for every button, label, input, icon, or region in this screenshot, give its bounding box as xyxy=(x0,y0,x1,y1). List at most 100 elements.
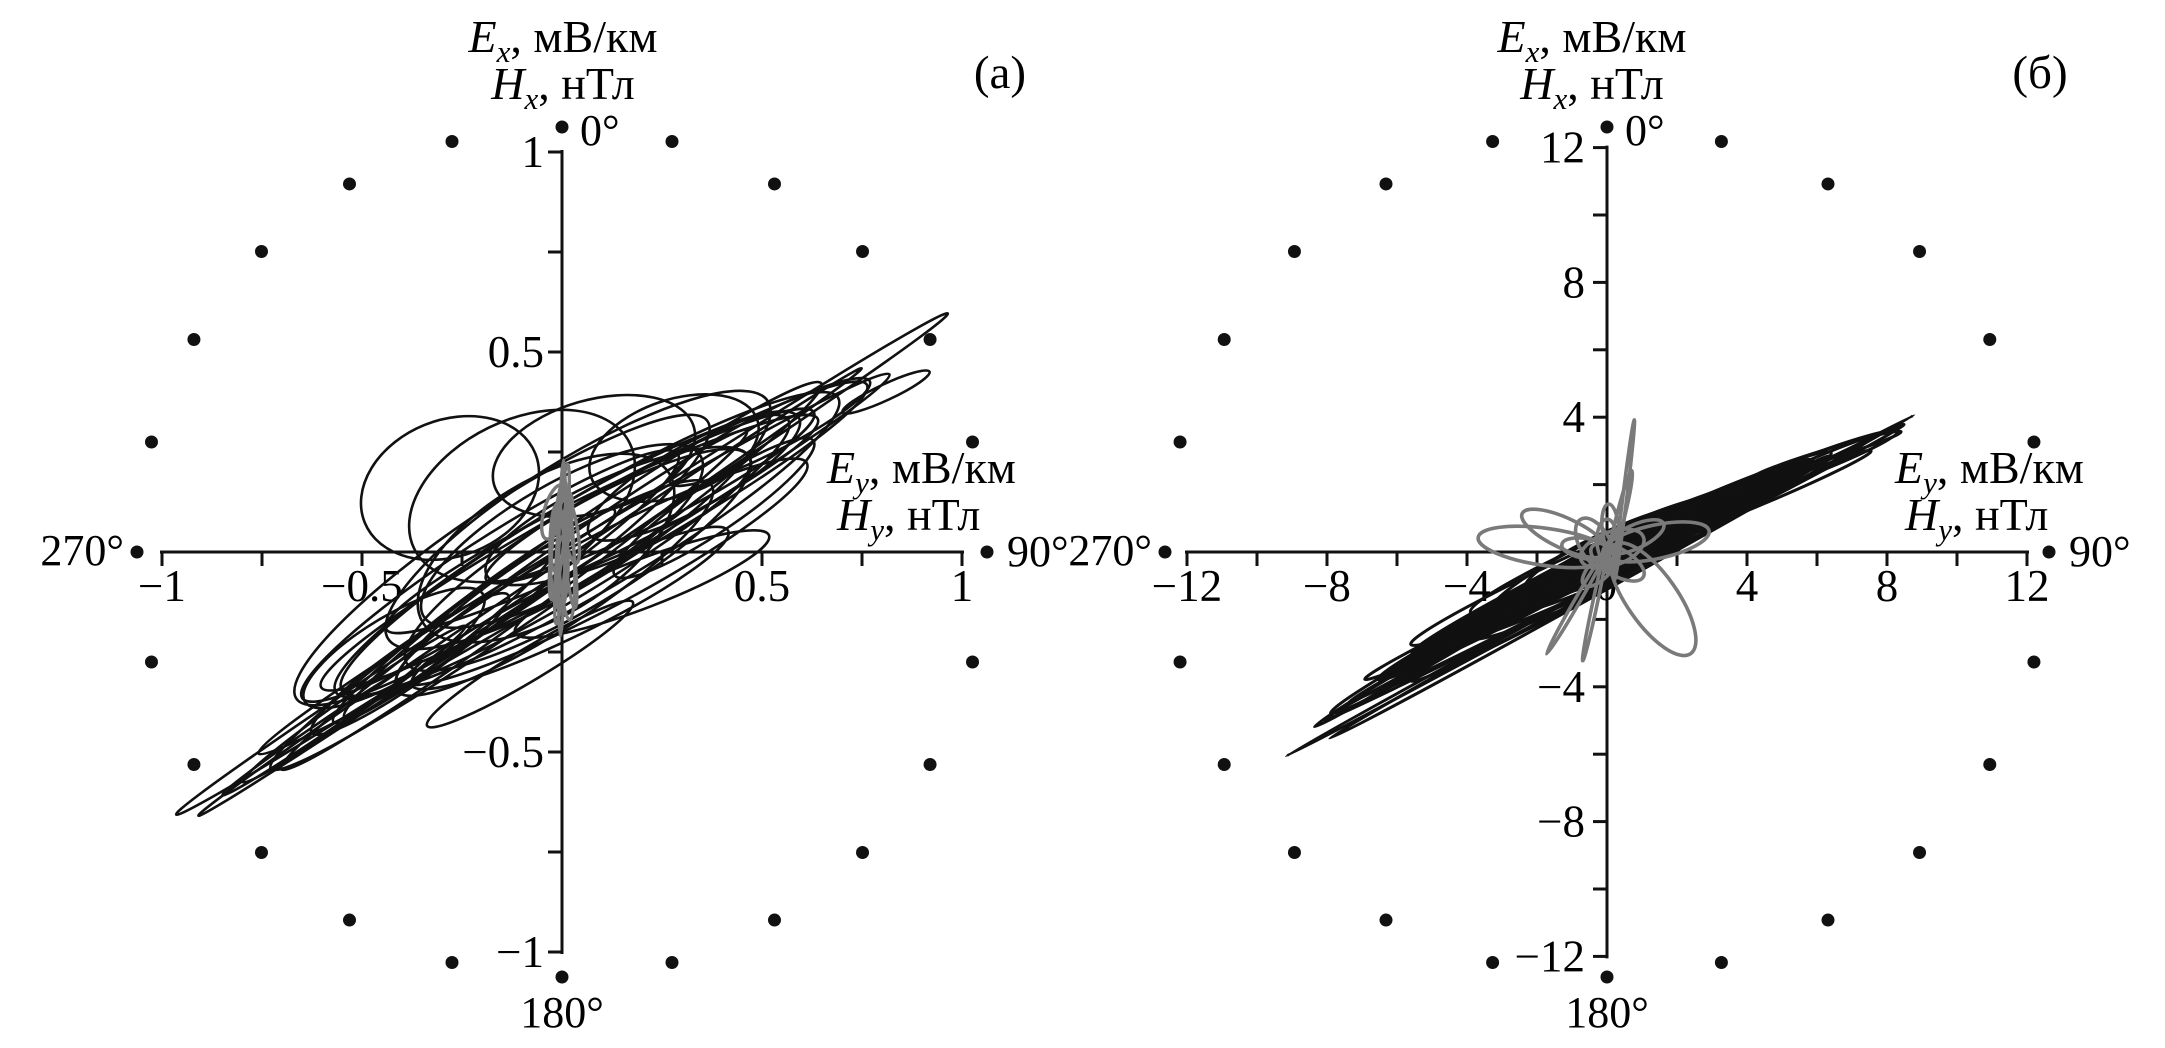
direction-dot xyxy=(2027,655,2041,669)
direction-dot xyxy=(1913,846,1927,860)
direction-dot xyxy=(1913,244,1927,258)
direction-dot-ring xyxy=(1158,120,2056,984)
direction-dot xyxy=(856,244,870,258)
x-tick-label: 1 xyxy=(951,561,974,611)
axis-title-hx: Hx, нТл xyxy=(490,58,634,116)
axis-title-ex: Ex, мВ/км xyxy=(468,11,658,69)
H-hodograph xyxy=(539,458,582,638)
direction-dot xyxy=(1714,956,1728,970)
direction-dot xyxy=(1600,970,1614,984)
degree-label-0: 0° xyxy=(1625,106,1665,155)
direction-dot xyxy=(1158,545,1172,559)
degree-label-0: 0° xyxy=(580,106,620,155)
hodograph-loop xyxy=(841,369,931,415)
direction-dot xyxy=(980,545,994,559)
axis-title-ey: Ey, мВ/км xyxy=(1894,442,2084,500)
y-tick-label: −8 xyxy=(1537,797,1585,847)
direction-dot xyxy=(1217,333,1231,346)
direction-dot xyxy=(343,913,356,927)
hodograph-loop xyxy=(1752,429,1903,479)
axis-title-hy: Hy, нТл xyxy=(836,489,980,547)
x-tick-label: −4 xyxy=(1443,561,1491,611)
direction-dot xyxy=(1379,913,1393,927)
direction-dot xyxy=(2027,435,2041,449)
panel-b: −12 −8 −4 4 8 121284−4−8−1200°90°180°270°Ex, … xyxy=(1068,11,2130,1037)
direction-dot xyxy=(1217,758,1231,771)
hodograph-loop xyxy=(293,413,711,707)
y-tick-label: 12 xyxy=(1540,123,1585,173)
direction-dot xyxy=(1821,913,1835,927)
x-tick-label: 12 xyxy=(2005,561,2050,611)
degree-label-180: 180° xyxy=(1565,988,1649,1037)
direction-dot xyxy=(1287,846,1301,860)
x-tick-label: −1 xyxy=(138,561,186,611)
y-tick-label: 1 xyxy=(522,127,545,177)
y-tick-label: −4 xyxy=(1537,662,1585,712)
y-tick-label: −0.5 xyxy=(462,727,544,777)
direction-dot xyxy=(1714,134,1728,148)
hodograph-loop xyxy=(548,502,568,610)
y-tick-label: −1 xyxy=(496,927,544,977)
hodograph-loop xyxy=(513,529,771,639)
hodograph-loop xyxy=(395,457,809,687)
y-tick-label: 8 xyxy=(1563,257,1586,307)
hodograph-loop xyxy=(1580,549,1620,589)
degree-label-270: 270° xyxy=(40,526,124,575)
direction-dot xyxy=(343,177,356,191)
direction-dot xyxy=(665,134,679,148)
hodograph-loop xyxy=(484,407,816,585)
direction-dot xyxy=(187,333,201,346)
direction-dot xyxy=(923,758,937,771)
direction-dot xyxy=(1173,435,1187,449)
hodograph-loop xyxy=(1312,638,1461,729)
direction-dot xyxy=(768,177,781,191)
hodograph-loop xyxy=(1573,516,1616,571)
hodograph-loop xyxy=(668,376,872,488)
hodograph-loop xyxy=(588,393,760,503)
E-hodograph xyxy=(174,311,950,818)
hodograph-loop xyxy=(384,389,772,651)
direction-dot xyxy=(254,846,268,860)
direction-dot xyxy=(1486,956,1500,970)
y-tick-label: 4 xyxy=(1563,392,1586,442)
direction-dot xyxy=(555,120,569,134)
x-tick-label: 4 xyxy=(1736,561,1759,611)
direction-dot xyxy=(144,655,158,669)
panel-b-label: (б) xyxy=(2012,47,2067,99)
H-hodograph xyxy=(1476,418,1711,663)
hodograph-loop xyxy=(1663,449,1873,541)
panel-a-label: (a) xyxy=(974,47,1026,99)
degree-label-90: 90° xyxy=(2069,527,2131,576)
direction-dot xyxy=(856,846,870,860)
x-tick-label: 0.5 xyxy=(734,561,790,611)
degree-label-180: 180° xyxy=(520,988,604,1037)
y-tick-label: −12 xyxy=(1515,931,1585,981)
direction-dot xyxy=(1821,177,1835,191)
direction-dot-ring xyxy=(130,120,994,984)
direction-dot xyxy=(966,435,980,449)
x-tick-label: −12 xyxy=(1152,561,1222,611)
direction-dot xyxy=(1983,758,1997,771)
hodograph-loop xyxy=(416,452,676,644)
axis-title-ex: Ex, мВ/км xyxy=(1497,11,1687,69)
degree-label-270: 270° xyxy=(1068,526,1152,575)
direction-dot xyxy=(966,655,980,669)
direction-dot xyxy=(555,970,569,984)
y-tick-label: 0.5 xyxy=(488,327,544,377)
direction-dot xyxy=(445,956,459,970)
x-tick-label: −8 xyxy=(1303,561,1351,611)
direction-dot xyxy=(1600,120,1614,134)
direction-dot xyxy=(130,545,144,559)
direction-dot xyxy=(2042,545,2056,559)
direction-dot xyxy=(1379,177,1393,191)
panel-a: −1 −0.5 0.5 110.5−0.5−100°90°180°270°Ex, мВ… xyxy=(40,11,1068,1037)
hodograph-loop xyxy=(221,659,423,797)
hodograph-loop xyxy=(302,586,486,710)
direction-dot xyxy=(768,913,781,927)
axis-title-ey: Ey, мВ/км xyxy=(826,442,1016,500)
direction-dot xyxy=(665,956,679,970)
direction-dot xyxy=(254,244,268,258)
hodograph-loop xyxy=(359,414,541,562)
